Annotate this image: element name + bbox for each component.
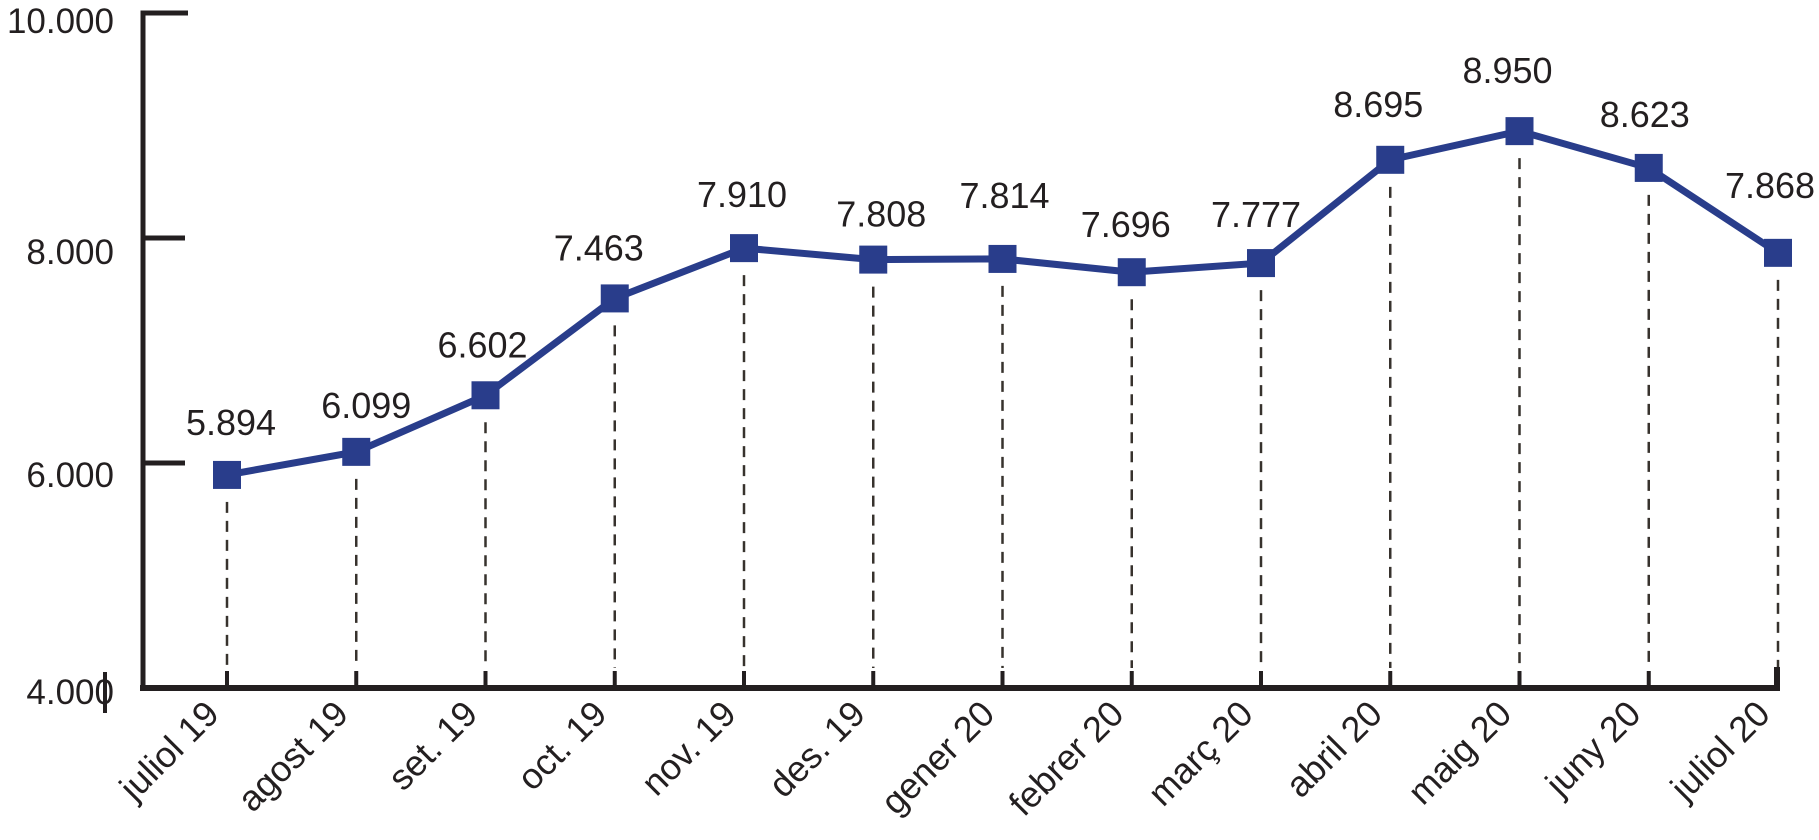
- data-point-label: 8.623: [1600, 94, 1690, 135]
- x-tick-label: oct. 19: [509, 693, 614, 798]
- data-point-label: 7.696: [1081, 204, 1171, 245]
- x-tick-label: set. 19: [380, 693, 485, 798]
- x-tick-label: agost 19: [229, 693, 356, 820]
- data-point-label: 6.099: [321, 385, 411, 426]
- data-point-label: 7.814: [959, 175, 1049, 216]
- data-point-label: 5.894: [186, 402, 276, 443]
- data-point-label: 8.950: [1462, 50, 1552, 91]
- data-point-label: 7.868: [1725, 165, 1815, 206]
- data-point-marker: [1764, 238, 1792, 267]
- data-point-marker: [342, 437, 371, 466]
- x-tick-label: nov. 19: [633, 693, 744, 804]
- data-point-marker: [471, 381, 500, 410]
- data-point-label: 6.602: [437, 324, 527, 365]
- data-point-marker: [1117, 258, 1146, 287]
- data-point-label: 7.463: [554, 227, 644, 268]
- data-point-label: 8.695: [1333, 84, 1423, 125]
- data-point-marker: [1247, 249, 1275, 278]
- x-tick-label: març 20: [1140, 693, 1261, 814]
- data-point-marker: [859, 245, 888, 274]
- data-point-label: 7.808: [836, 194, 926, 235]
- data-point-marker: [1376, 145, 1405, 174]
- data-point-marker: [1634, 153, 1663, 182]
- data-point-marker: [213, 460, 241, 489]
- data-point-label: 7.777: [1211, 194, 1301, 235]
- y-tick-label: 6.000: [26, 456, 114, 495]
- y-tick-label: 8.000: [26, 233, 114, 272]
- data-point-marker: [1505, 117, 1534, 146]
- data-point-marker: [730, 234, 758, 263]
- x-tick-label: abril 20: [1277, 693, 1389, 805]
- data-point-marker: [988, 244, 1017, 273]
- x-tick-label: des. 19: [760, 693, 872, 805]
- x-tick-label: juny 20: [1537, 693, 1649, 805]
- data-point-label: 7.910: [697, 174, 787, 215]
- x-tick-label: febrer 20: [1001, 693, 1132, 824]
- y-tick-label: 4.000: [26, 673, 114, 712]
- y-tick-label: 10.000: [7, 2, 114, 41]
- x-tick-label: juliol 20: [1662, 693, 1778, 809]
- x-tick-label: juliol 19: [111, 693, 227, 809]
- data-point-marker: [600, 284, 629, 313]
- x-tick-label: maig 20: [1400, 693, 1520, 813]
- x-tick-label: gener 20: [873, 693, 1002, 822]
